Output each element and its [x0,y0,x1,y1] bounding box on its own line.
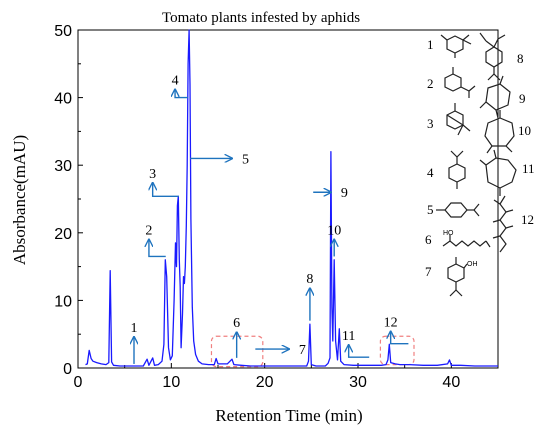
structure-3-icon [446,103,471,136]
y-tick-label-40: 40 [54,91,72,108]
structure-12-icon [492,195,514,253]
compound-number-3: 3 [427,116,434,131]
structure-9-icon [479,75,511,119]
annotation-peak-1: 1 [131,321,138,364]
compound-number-10: 10 [518,123,531,138]
y-tick-label-30: 30 [54,158,72,175]
compound-structures-legend: 1 8 2 9 3 [425,32,535,297]
x-tick-label-0: 0 [74,374,83,391]
annotation-peak-11: 11 [342,329,370,358]
x-axis-label: Retention Time (min) [215,406,362,425]
annotation-label-9: 9 [341,186,348,201]
structure-6-icon [442,235,491,248]
chart-title: Tomato plants infested by aphids [162,10,360,26]
annotation-peak-12: 12 [384,315,409,345]
compound-number-12: 12 [521,212,534,227]
annotation-label-12: 12 [384,315,398,330]
compound-number-2: 2 [427,76,434,91]
y-tick-label-0: 0 [63,361,72,378]
annotation-arrow-4 [175,89,189,99]
annotation-label-6: 6 [233,316,240,331]
compound-number-8: 8 [517,51,524,66]
structure-8-icon [479,32,506,81]
hydroxyl-label-7: OH [467,261,478,268]
annotation-arrow-3 [153,183,179,197]
compound-number-9: 9 [519,91,526,106]
compound-number-1: 1 [427,37,434,52]
y-tick-label-10: 10 [54,293,72,310]
annotation-peak-4: 4 [172,73,189,99]
annotation-peak-2: 2 [145,224,166,258]
chromatogram-trace [85,29,498,367]
annotation-label-11: 11 [342,329,355,344]
compound-number-4: 4 [427,165,434,180]
y-tick-label-20: 20 [54,226,72,243]
compound-number-7: 7 [425,264,432,279]
annotation-label-1: 1 [131,321,138,336]
hydroxyl-label-6: HO [443,230,454,237]
structure-11-icon [479,149,517,196]
structure-1-icon [440,34,472,58]
x-axis: 0 10 20 30 40 [74,363,460,391]
y-tick-label-50: 50 [54,23,72,40]
annotation-label-2: 2 [145,224,152,239]
annotation-label-10: 10 [327,224,341,239]
x-tick-label-20: 20 [256,374,274,391]
x-tick-label-40: 40 [442,374,460,391]
structure-2-icon [444,67,476,98]
compound-number-5: 5 [427,202,434,217]
structure-4-icon [448,150,466,189]
annotation-label-4: 4 [172,73,179,88]
annotation-peak-8: 8 [306,272,313,321]
x-tick-label-10: 10 [162,374,180,391]
x-tick-label-30: 30 [349,374,367,391]
annotation-label-3: 3 [149,167,156,182]
y-axis: 0 10 20 30 40 50 [54,23,83,378]
annotation-peak-3: 3 [149,167,179,197]
annotation-arrow-12 [391,331,409,345]
annotation-label-5: 5 [242,152,249,167]
highlight-box-1 [210,335,264,368]
structure-10-icon [484,110,515,154]
y-axis-label: Absorbance(mAU) [10,135,29,265]
highlight-box-2 [379,335,415,366]
annotation-peak-9: 9 [313,186,348,201]
plot-frame [77,29,499,369]
highlight-regions [210,335,415,368]
annotation-arrow-11 [349,345,370,358]
annotation-peak-10: 10 [327,224,341,257]
annotation-label-8: 8 [306,272,313,287]
annotation-peak-6: 6 [233,316,240,358]
annotation-arrow-2 [149,240,166,258]
annotation-label-7: 7 [299,343,306,358]
structure-5-icon [436,202,480,218]
annotation-peak-5: 5 [190,152,249,167]
compound-number-6: 6 [425,232,432,247]
compound-number-11: 11 [522,161,535,176]
annotation-peak-7: 7 [255,343,306,358]
structure-7-icon [447,257,468,297]
